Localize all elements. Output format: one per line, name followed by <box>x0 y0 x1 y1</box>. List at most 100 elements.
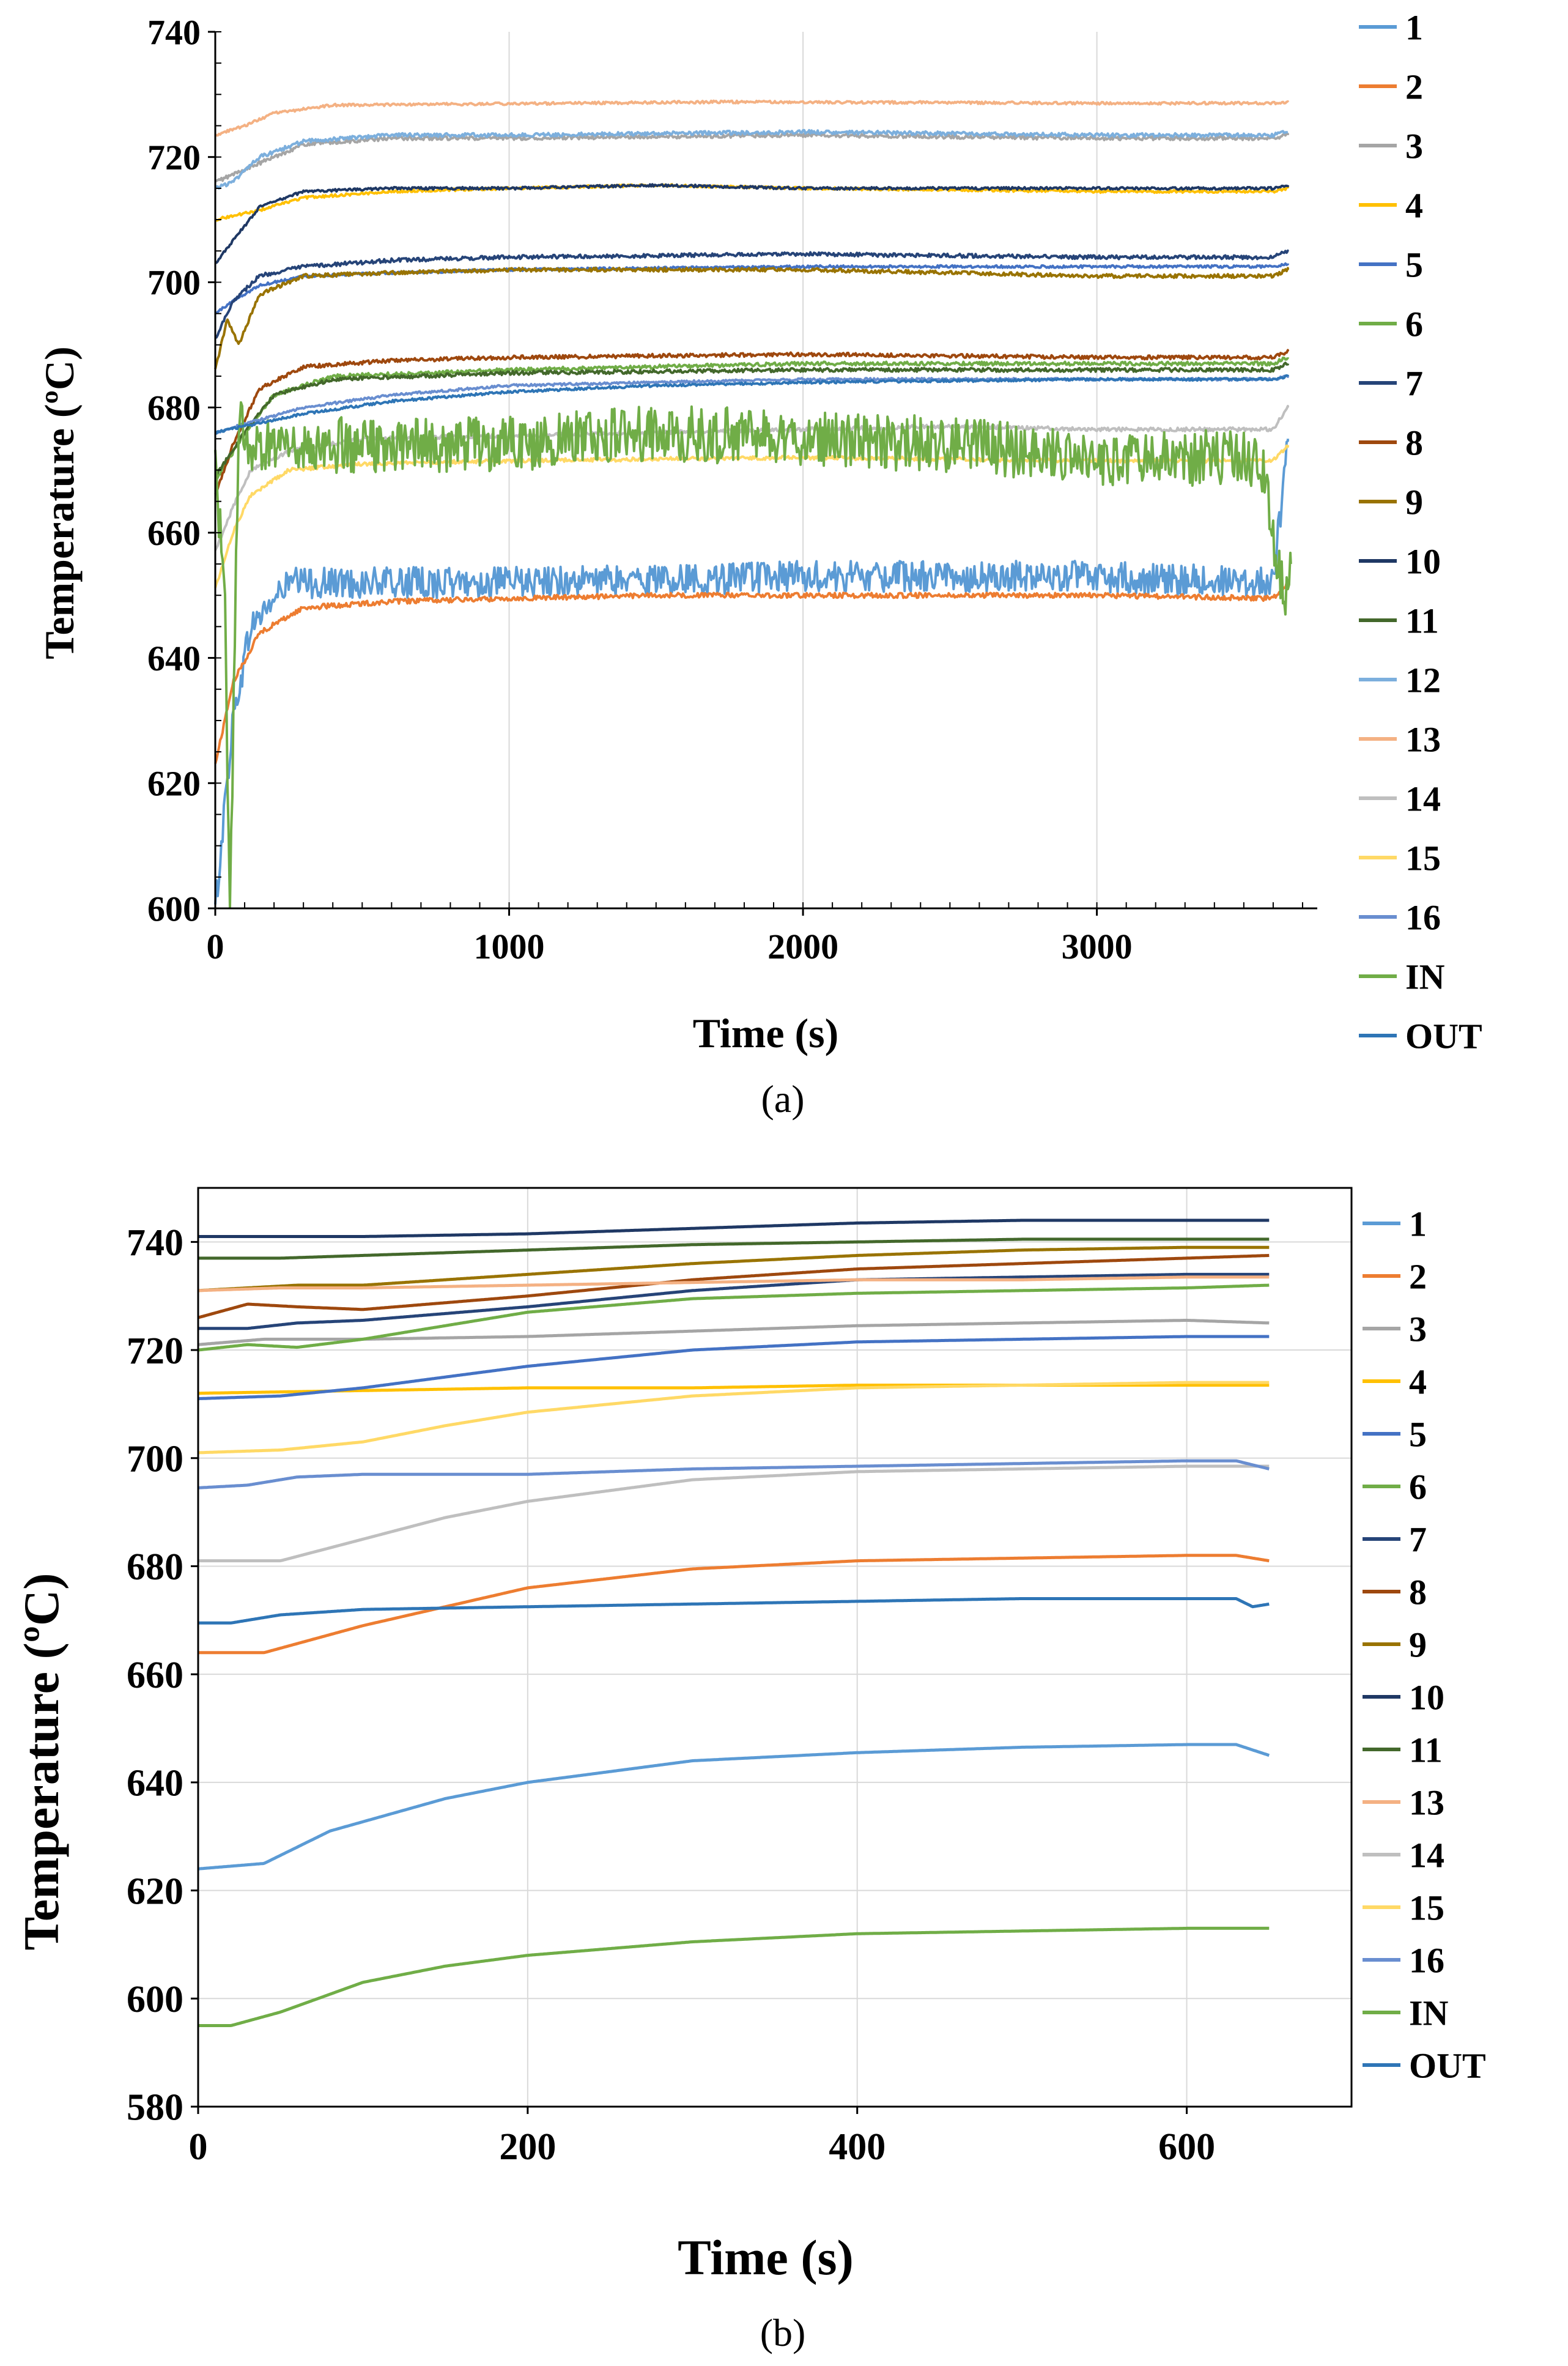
legend-item-3: 3 <box>1363 1309 1427 1349</box>
series-line-15 <box>198 1381 1270 1455</box>
legend-item-14: 14 <box>1363 1835 1444 1875</box>
panel-b-y-axis-label: Temperature (ºC) <box>13 1573 69 1951</box>
legend-label: IN <box>1405 957 1445 996</box>
legend-item-11: 11 <box>1363 1730 1443 1770</box>
legend-item-in: IN <box>1363 1993 1449 2033</box>
legend-label: 7 <box>1405 363 1423 403</box>
series-line-12 <box>214 128 1289 190</box>
legend-item-11: 11 <box>1359 601 1439 640</box>
legend-item-15: 15 <box>1363 1888 1444 1927</box>
legend-label: 9 <box>1409 1625 1427 1664</box>
panel-b-legend: 1 2 3 4 5 6 7 8 9 10 11 13 14 15 16 IN OUT <box>1363 1204 1486 2085</box>
panel-b-x-tick-labels: 0 200 400 600 <box>189 2126 1216 2168</box>
y-tick-label: 700 <box>127 1438 183 1480</box>
panel-a-frame <box>208 31 1317 916</box>
series-line-11 <box>214 362 1289 477</box>
series-line-7 <box>215 249 1289 339</box>
legend-label: 6 <box>1409 1467 1427 1507</box>
y-tick-label: 720 <box>127 1330 183 1372</box>
legend-item-5: 5 <box>1363 1414 1427 1454</box>
series-line-3 <box>198 1319 1270 1346</box>
series-line-9 <box>198 1245 1270 1292</box>
legend-label: 12 <box>1405 660 1441 700</box>
panel-a-x-axis-label: Time (s) <box>693 1010 839 1056</box>
legend-item-16: 16 <box>1359 897 1441 937</box>
series-line-5 <box>198 1335 1270 1401</box>
legend-item-out: OUT <box>1359 1016 1482 1056</box>
legend-label: 11 <box>1409 1730 1443 1770</box>
series-line-2 <box>214 580 1289 764</box>
series-line-13 <box>198 1275 1270 1292</box>
x-tick-label: 3000 <box>1062 927 1133 966</box>
legend-label: 3 <box>1405 126 1423 166</box>
y-tick-label: 640 <box>147 639 201 678</box>
legend-label: 6 <box>1405 304 1423 344</box>
legend-label: 9 <box>1405 482 1423 522</box>
legend-item-16: 16 <box>1363 1940 1444 1980</box>
panel-b-series <box>198 1218 1270 2027</box>
legend-item-15: 15 <box>1359 838 1441 878</box>
legend-item-2: 2 <box>1359 67 1423 106</box>
legend-item-10: 10 <box>1359 541 1441 581</box>
panel-a-y-axis-label: Temperature (ºC) <box>36 346 83 659</box>
legend-item-out: OUT <box>1363 2045 1486 2085</box>
y-tick-label: 620 <box>147 764 201 804</box>
legend-label: 3 <box>1409 1309 1427 1349</box>
series-line-11 <box>198 1237 1270 1260</box>
legend-label: 7 <box>1409 1519 1427 1559</box>
series-line-8 <box>214 349 1289 495</box>
x-tick-label: 1000 <box>474 927 545 966</box>
panel-a-y-tick-labels: 600 620 640 660 680 700 720 740 <box>147 12 201 929</box>
y-tick-label: 660 <box>127 1655 183 1696</box>
legend-label: 16 <box>1405 897 1441 937</box>
panel-a-grid <box>508 32 1098 908</box>
legend-item-4: 4 <box>1363 1362 1427 1401</box>
y-tick-label: 660 <box>147 513 201 553</box>
x-tick-label: 600 <box>1158 2126 1215 2168</box>
plot-frame <box>197 1187 1353 2108</box>
series-line-16 <box>198 1459 1270 1489</box>
panel-a-caption: (a) <box>761 1077 804 1121</box>
y-tick-label: 640 <box>127 1763 183 1804</box>
legend-label: 1 <box>1405 7 1423 47</box>
panel-a: 600 620 640 660 680 700 720 740 0 1000 2000 3000 T… <box>36 7 1482 1121</box>
y-tick-label: 580 <box>127 2087 183 2129</box>
legend-label: 4 <box>1409 1362 1427 1401</box>
legend-item-7: 7 <box>1363 1519 1427 1559</box>
series-line-out <box>198 1597 1270 1625</box>
legend-label: 15 <box>1409 1888 1444 1927</box>
series-line-9 <box>214 266 1289 369</box>
panel-b-grid <box>198 1188 1352 2107</box>
legend-label: 2 <box>1405 67 1423 106</box>
legend-item-7: 7 <box>1359 363 1423 403</box>
legend-label: 4 <box>1405 185 1423 225</box>
legend-label: 10 <box>1405 541 1441 581</box>
legend-label: 13 <box>1405 719 1441 759</box>
legend-item-2: 2 <box>1363 1256 1427 1296</box>
x-tick-label: 0 <box>207 927 224 966</box>
legend-item-6: 6 <box>1363 1467 1427 1507</box>
series-line-6 <box>198 1283 1270 1352</box>
y-tick-label: 600 <box>127 1979 183 2020</box>
legend-item-3: 3 <box>1359 126 1423 166</box>
legend-label: 5 <box>1405 245 1423 284</box>
legend-item-13: 13 <box>1363 1782 1444 1822</box>
series-line-1 <box>214 439 1289 905</box>
x-tick-label: 200 <box>499 2126 556 2168</box>
legend-item-1: 1 <box>1359 7 1423 47</box>
legend-label: 10 <box>1409 1677 1444 1717</box>
series-line-13 <box>214 99 1289 137</box>
legend-label: 8 <box>1409 1572 1427 1612</box>
legend-item-4: 4 <box>1359 185 1423 225</box>
legend-item-13: 13 <box>1359 719 1441 759</box>
panel-a-x-tick-labels: 0 1000 2000 3000 <box>207 927 1133 966</box>
legend-item-14: 14 <box>1359 779 1441 818</box>
series-line-14 <box>198 1464 1270 1563</box>
legend-item-9: 9 <box>1359 482 1423 522</box>
legend-item-5: 5 <box>1359 245 1423 284</box>
legend-label: 16 <box>1409 1940 1444 1980</box>
y-tick-label: 680 <box>147 388 201 428</box>
legend-label: 5 <box>1409 1414 1427 1454</box>
